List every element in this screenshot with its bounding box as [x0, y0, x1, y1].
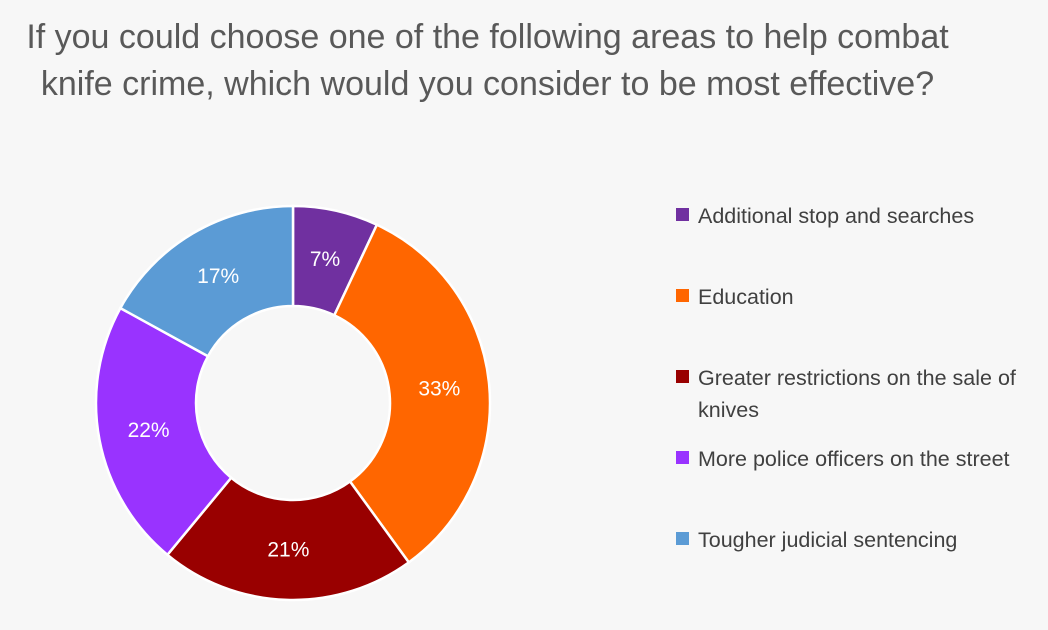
slice-education	[332, 223, 492, 565]
slice-greater-restrictions-on-the-sale-of-knives	[165, 475, 411, 602]
data-label-education: 33%	[418, 378, 460, 401]
legend-swatch	[676, 289, 689, 302]
slice-more-police-officers-on-the-street	[94, 306, 233, 557]
legend-label: More police officers on the street	[698, 447, 1010, 471]
legend-label: Additional stop and searches	[698, 204, 975, 228]
legend-item-education: Education	[676, 281, 1036, 313]
slice-tougher-judicial-sentencing	[118, 204, 295, 358]
legend-label: Education	[698, 285, 794, 309]
legend-label: Greater restrictions on the sale of kniv…	[698, 366, 1016, 422]
slice-group	[94, 204, 492, 602]
data-label-additional-stop-and-searches: 7%	[310, 248, 340, 271]
legend-item-greater-restrictions-on-the-sale-of-knives: Greater restrictions on the sale of kniv…	[676, 362, 1036, 426]
legend-item-tougher-judicial-sentencing: Tougher judicial sentencing	[676, 524, 1036, 556]
legend-item-more-police-officers-on-the-street: More police officers on the street	[676, 443, 1036, 475]
legend-label: Tougher judicial sentencing	[698, 528, 958, 552]
data-label-more-police-officers-on-the-street: 22%	[128, 419, 170, 442]
legend-swatch	[676, 532, 689, 545]
legend-swatch	[676, 208, 689, 221]
legend-item-additional-stop-and-searches: Additional stop and searches	[676, 200, 1036, 232]
legend-swatch	[676, 451, 689, 464]
data-label-greater-restrictions-on-the-sale-of-knives: 21%	[267, 538, 309, 561]
data-label-group: 7% 33% 21% 22% 17%	[128, 248, 461, 561]
legend-swatch	[676, 370, 689, 383]
data-label-tougher-judicial-sentencing: 17%	[197, 265, 239, 288]
chart-title: If you could choose one of the following…	[26, 18, 949, 103]
